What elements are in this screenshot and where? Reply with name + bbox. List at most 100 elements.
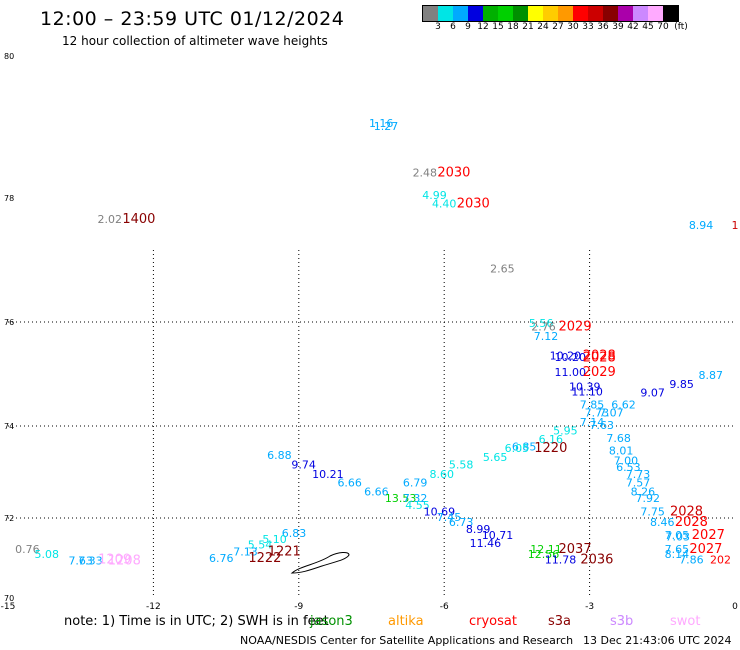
pass-time-label: 2037	[559, 542, 592, 557]
lat-tick-label: 78	[4, 194, 14, 203]
wave-height-label: 12.11	[530, 543, 562, 556]
wave-height-label: 7.75	[640, 506, 665, 519]
wave-height-label: 6.62	[611, 398, 636, 411]
wave-height-label: 0.76	[15, 543, 40, 556]
pass-time-label: 1221	[268, 545, 301, 560]
wave-height-label: 10.39	[569, 381, 601, 394]
sat-label-s3b: s3b	[610, 614, 634, 629]
lon-tick-label: -3	[585, 602, 594, 612]
lat-tick-label: 80	[4, 52, 14, 61]
pass-time-label: 2030	[437, 166, 470, 181]
legend-label: 15	[492, 22, 504, 32]
legend-label: 12	[477, 22, 489, 32]
wave-height-label: 7.00	[614, 455, 639, 468]
wave-height-label: 7.33	[78, 554, 103, 567]
wave-height-label: 7.57	[626, 477, 651, 490]
legend-swatch	[618, 6, 633, 21]
wave-height-label: 10.20	[554, 351, 586, 364]
pass-time-label: 2036	[580, 553, 613, 568]
legend-label: 33	[582, 22, 594, 32]
pass-time-label: 2029	[583, 365, 616, 380]
wave-height-label: 7.85	[580, 398, 605, 411]
wave-height-label: 10.69	[424, 506, 456, 519]
legend-label: 6	[450, 22, 456, 32]
credit-text: NOAA/NESDIS Center for Satellite Applica…	[240, 634, 574, 647]
pass-time-label: 1208	[108, 553, 141, 568]
note-text: note: 1) Time is in UTC; 2) SWH is in fe…	[64, 614, 329, 629]
lat-tick-label: 76	[4, 318, 14, 327]
legend-swatch	[663, 6, 678, 21]
wave-height-label: 7.05	[665, 529, 690, 542]
wave-height-label: 8.94	[689, 219, 714, 232]
lon-tick-label: 0	[732, 602, 738, 612]
pass-time-label: 2027	[689, 542, 722, 557]
pass-time-label: 2028	[670, 505, 703, 520]
wave-height-label: 7.86	[679, 554, 704, 567]
sat-label-altika: altika	[388, 614, 424, 629]
wave-height-label: 7.13	[233, 546, 258, 559]
wave-height-label: 7.73	[626, 468, 651, 481]
wave-height-label: 5.65	[483, 451, 508, 464]
wave-height-label: 7.92	[636, 492, 661, 505]
wave-height-label: 5.58	[449, 458, 474, 471]
wave-height-label: 9.85	[669, 378, 694, 391]
legend-swatch	[528, 6, 543, 21]
legend-label: 39	[612, 22, 624, 32]
legend-swatch	[468, 6, 483, 21]
wave-height-label: 2.48	[413, 167, 438, 180]
pass-time-label: 2029	[559, 319, 592, 334]
wave-height-label: 7.12	[534, 330, 559, 343]
wave-height-label: 8.01	[609, 445, 634, 458]
legend-label: 36	[597, 22, 609, 32]
sat-label-jason3: jason3	[310, 614, 353, 629]
wave-height-label: 6.76	[209, 552, 234, 565]
wave-height-label: 5.56	[529, 317, 554, 330]
wave-height-label: 6.79	[403, 477, 428, 490]
legend-swatch	[588, 6, 603, 21]
legend-swatch	[648, 6, 663, 21]
lon-tick-label: -9	[294, 602, 303, 612]
wave-height-label: 8.60	[430, 468, 455, 481]
wave-height-label: 7.63	[589, 419, 614, 432]
lat-tick-label: 70	[4, 594, 14, 603]
legend-unit: (ft)	[674, 22, 688, 32]
wave-height-label: 1	[732, 219, 739, 232]
legend-swatch	[543, 6, 558, 21]
wave-height-label: 7.03	[666, 530, 691, 543]
pass-time-label: 1400	[122, 212, 155, 227]
wave-height-label: 8.26	[631, 485, 656, 498]
wave-height-label: 6.83	[282, 527, 307, 540]
legend-swatch	[453, 6, 468, 21]
legend-label: 18	[507, 22, 519, 32]
sat-label-s3a: s3a	[548, 614, 572, 629]
legend-swatch	[498, 6, 513, 21]
wave-height-label: 6.73	[449, 516, 474, 529]
wave-height-label: 7.45	[437, 511, 462, 524]
wave-height-label: 6.05	[505, 442, 530, 455]
wave-height-label: 6.16	[539, 433, 564, 446]
wave-height-label: 11.46	[470, 537, 502, 550]
wave-height-label: 10.20	[550, 349, 582, 362]
wave-height-label: 7.73	[585, 407, 610, 420]
legend-swatch	[603, 6, 618, 21]
wave-height-label: 12.56	[528, 548, 560, 561]
legend-swatch	[513, 6, 528, 21]
sat-label-cryosat: cryosat	[469, 614, 517, 629]
lat-tick-label: 72	[4, 514, 14, 523]
wave-height-label: 8.46	[650, 516, 675, 529]
lon-tick-label: -12	[146, 602, 161, 612]
wave-height-label: 11.10	[571, 385, 603, 398]
legend-swatch	[423, 6, 438, 21]
wave-height-label: 8.87	[699, 369, 724, 382]
legend-label: 21	[522, 22, 534, 32]
wave-height-label: 4.40	[432, 197, 457, 210]
pass-time-label: 1222	[248, 551, 281, 566]
wave-height-label: 2.65	[490, 262, 515, 275]
wave-height-label: 6.66	[364, 485, 389, 498]
map-subtitle: 12 hour collection of altimeter wave hei…	[62, 34, 328, 48]
longitude-tick-labels: -15 -12 -9 -6 -3 0	[1, 602, 738, 612]
wave-height-label: 4.99	[422, 189, 447, 202]
wave-height-label: 7.14	[580, 416, 605, 429]
legend-label: 3	[435, 22, 441, 32]
